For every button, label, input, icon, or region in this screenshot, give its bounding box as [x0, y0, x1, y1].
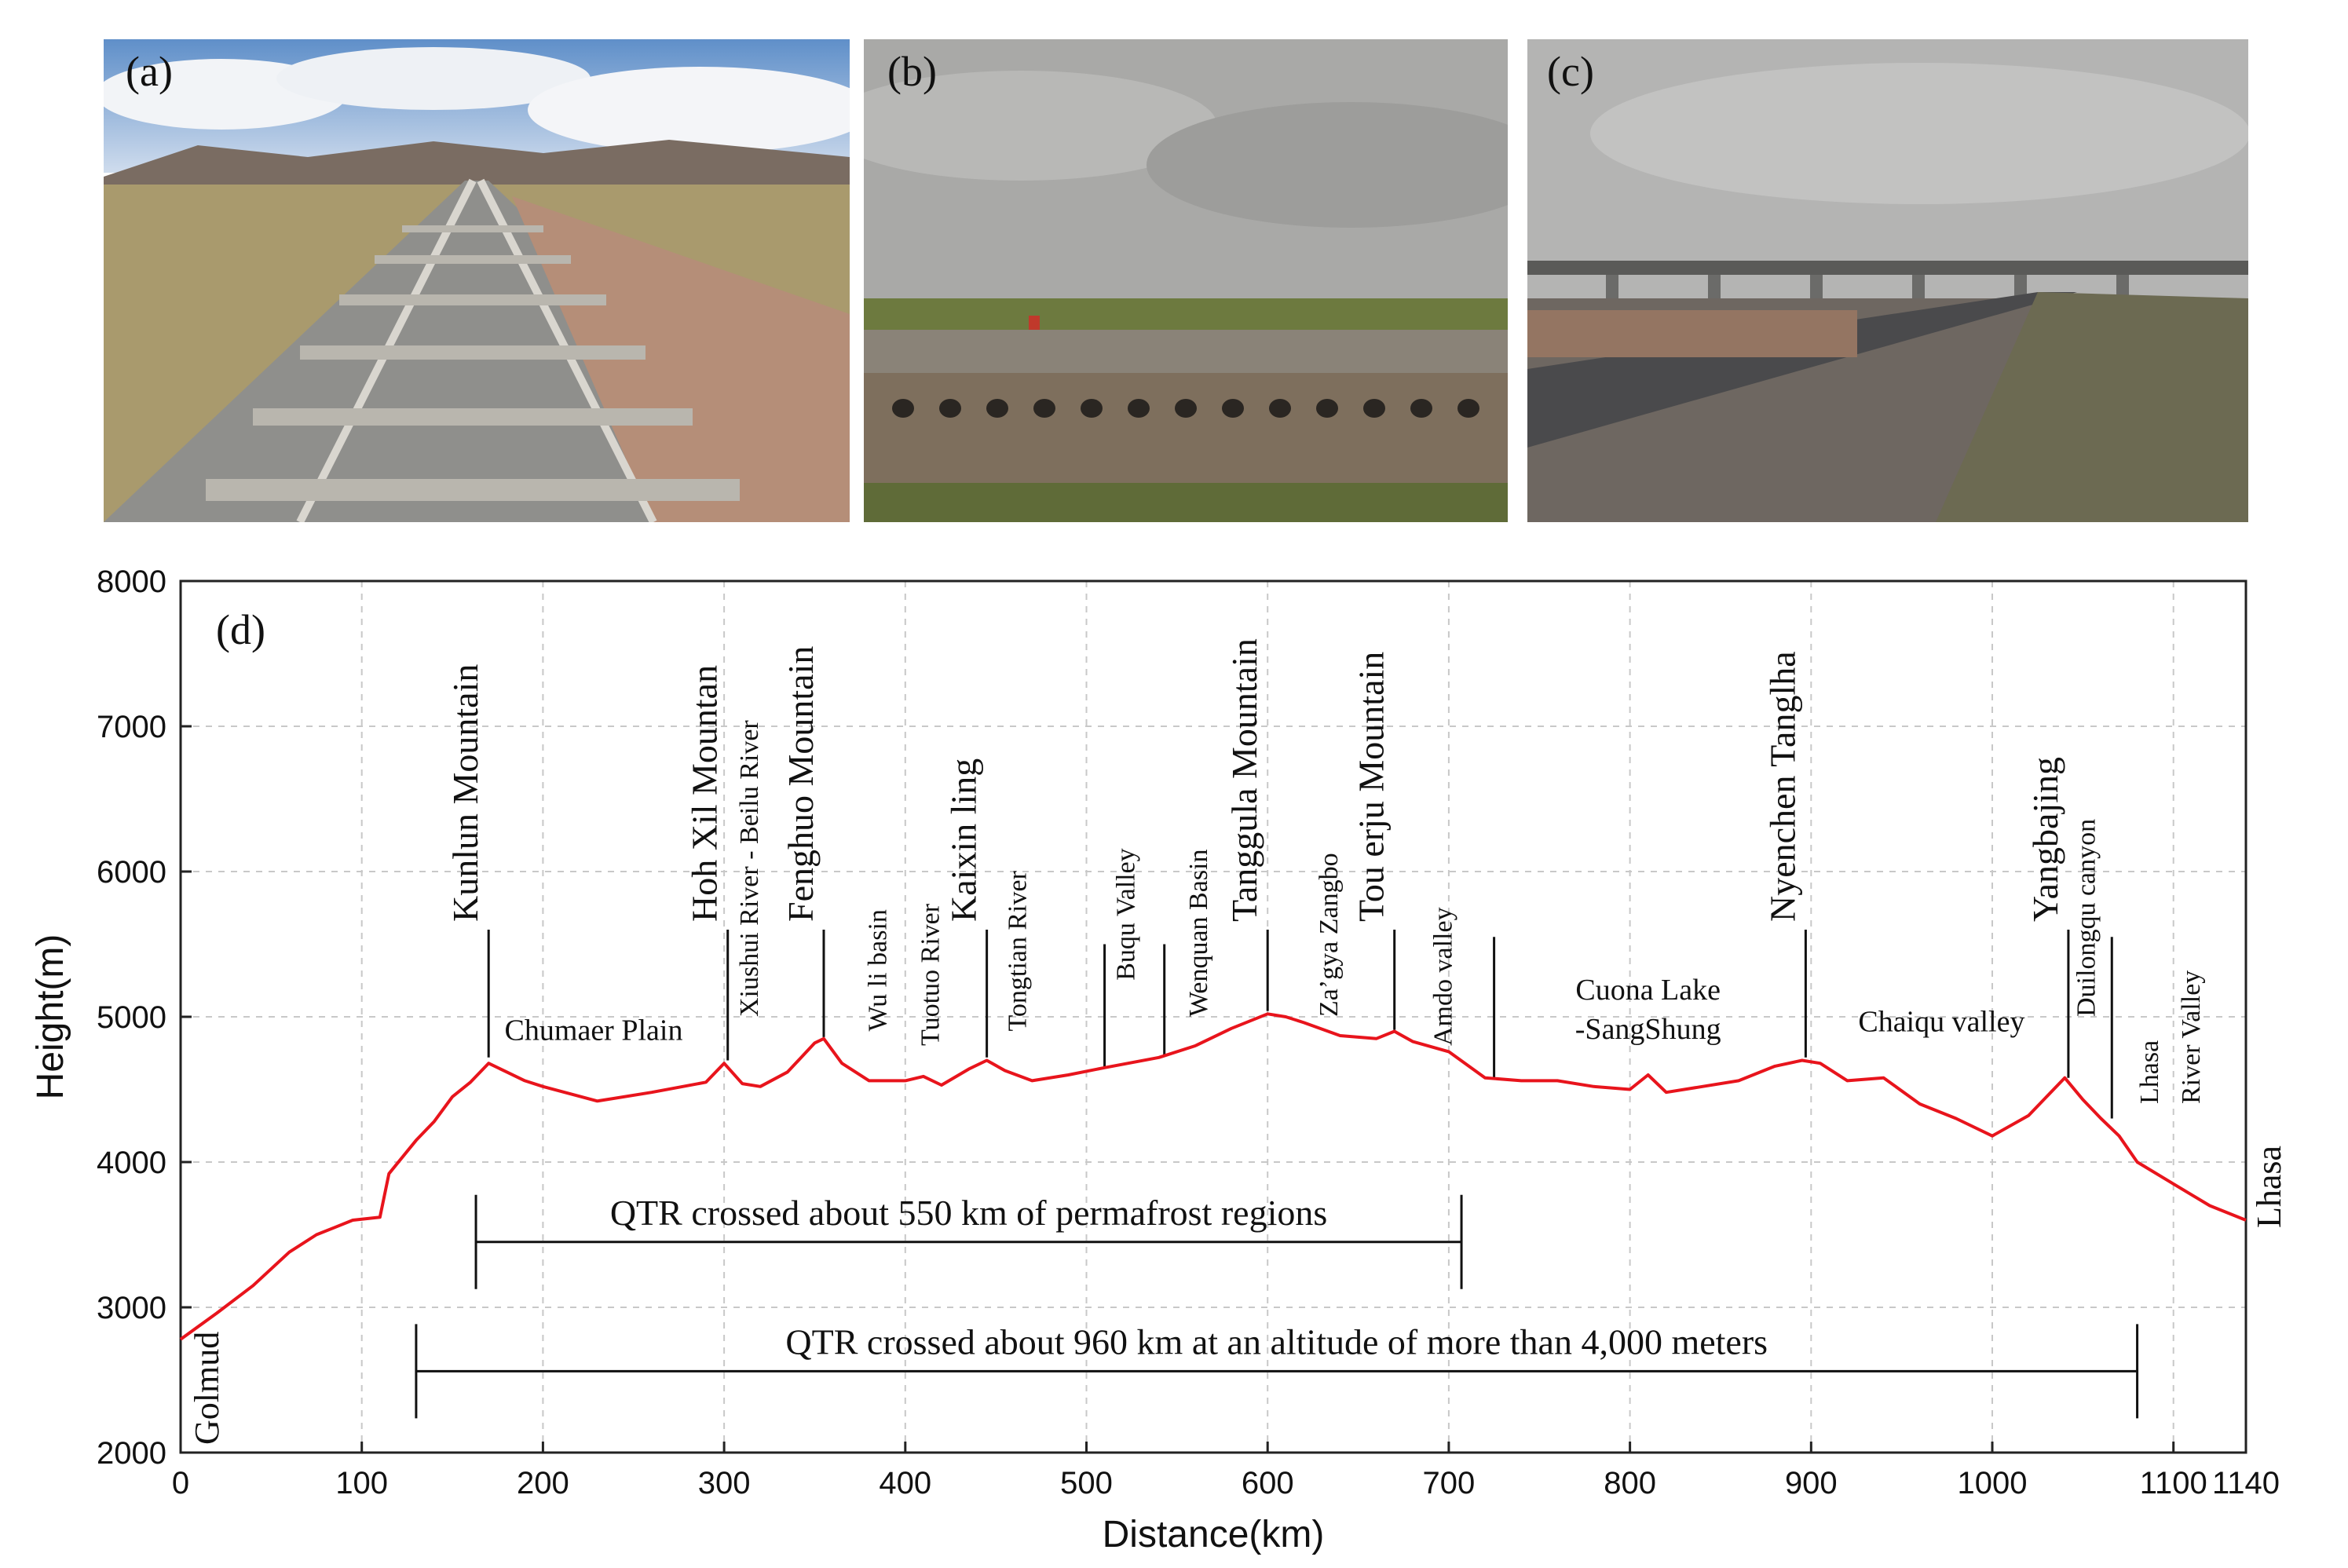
feature-label: Tuotuo River — [916, 903, 945, 1046]
y-tick-label: 4000 — [97, 1146, 166, 1180]
photo-label-b: (b) — [887, 48, 937, 95]
feature-label: Xiushui River - Beilu River — [735, 720, 764, 1017]
photo-viaduct-road — [1527, 39, 2248, 522]
feature-label: Lhasa — [2135, 1040, 2164, 1104]
feature-label: Kaixin ling — [944, 758, 984, 922]
feature-annotations: Kunlun Mountain Hoh Xil Mountan Xiushui Ri… — [188, 638, 2288, 1445]
grid — [181, 581, 2246, 1453]
span-annotations: QTR crossed about 550 km of permafrost r… — [415, 1193, 2139, 1419]
y-tick-label: 8000 — [97, 565, 166, 599]
feature-label: Buqu Valley — [1112, 848, 1141, 980]
feature-label: Tou erju Mountain — [1351, 652, 1392, 922]
x-tick-label: 0 — [172, 1466, 189, 1500]
elevation-profile-line — [179, 1012, 2247, 1341]
span-label: QTR crossed about 550 km of permafrost r… — [610, 1193, 1327, 1233]
end-label-lhasa: Lhasa — [2250, 1146, 2288, 1228]
panel-label-d: (d) — [216, 606, 265, 653]
feature-label: Tanggula Mountain — [1224, 638, 1264, 922]
x-tick-label: 200 — [517, 1466, 569, 1500]
feature-label: Kunlun Mountain — [445, 664, 485, 922]
feature-label: River Valley — [2177, 970, 2206, 1104]
feature-label: Wenquan Basin — [1184, 850, 1213, 1018]
feature-label: Fenghuo Mountain — [781, 646, 821, 922]
y-tick-label: 5000 — [97, 1000, 166, 1035]
axis-ticks: 0 100 200 300 400 500 600 700 800 900 1000 1100 1140… — [97, 565, 2280, 1500]
x-tick-label: 1100 — [2140, 1466, 2207, 1500]
feature-label: Hoh Xil Mountan — [685, 665, 725, 922]
x-tick-label: 100 — [335, 1466, 388, 1500]
x-tick-label: 1000 — [1958, 1466, 2028, 1500]
y-tick-label: 3000 — [97, 1291, 166, 1325]
region-label: -SangShung — [1575, 1013, 1721, 1046]
feature-label: Yangbajing — [2025, 757, 2065, 922]
feature-label: Wu li basin — [864, 909, 893, 1031]
feature-label: Amdo valley — [1428, 907, 1457, 1046]
span-label: QTR crossed about 960 km at an altitude … — [785, 1321, 1768, 1361]
x-tick-label: 700 — [1423, 1466, 1476, 1500]
x-tick-label: 800 — [1604, 1466, 1656, 1500]
photo-label-c: (c) — [1547, 48, 1594, 95]
photo-embankment-ducts — [864, 39, 1508, 522]
photo-label-a: (a) — [126, 48, 173, 95]
x-tick-label: 1140 — [2212, 1466, 2280, 1500]
region-label: Chumaer Plain — [505, 1014, 683, 1047]
region-label: Cuona Lake — [1575, 974, 1721, 1007]
y-tick-label: 6000 — [97, 855, 166, 890]
feature-label: Duilongqu canyon — [2072, 819, 2101, 1017]
feature-label: Za’gya Zangbo — [1315, 853, 1344, 1017]
x-tick-label: 600 — [1242, 1466, 1294, 1500]
y-tick-label: 7000 — [97, 710, 166, 744]
x-tick-label: 500 — [1060, 1466, 1113, 1500]
feature-label: Tongtian River — [1003, 870, 1032, 1031]
x-tick-label: 400 — [879, 1466, 931, 1500]
y-axis-label: Height(m) — [30, 934, 71, 1100]
x-tick-label: 300 — [698, 1466, 751, 1500]
x-tick-label: 900 — [1785, 1466, 1838, 1500]
x-axis-label: Distance(km) — [1103, 1514, 1325, 1555]
region-label: Chaiqu valley — [1858, 1006, 2024, 1039]
start-label-golmud: Golmud — [188, 1332, 226, 1445]
feature-label: Nyenchen Tanglha — [1762, 651, 1802, 922]
photo-railway-track — [104, 39, 850, 522]
elevation-profile-chart: 0 100 200 300 400 500 600 700 800 900 1000 1100 1140… — [30, 565, 2288, 1555]
y-tick-label: 2000 — [97, 1436, 166, 1471]
